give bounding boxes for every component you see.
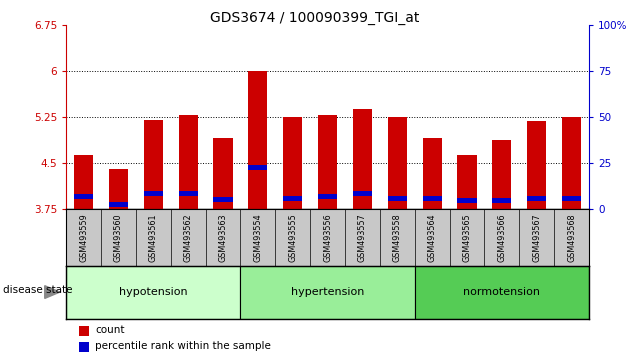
Bar: [214, 197, 232, 202]
Bar: [457, 155, 477, 209]
Bar: [353, 191, 372, 196]
Bar: [527, 121, 546, 209]
Text: normotension: normotension: [464, 287, 541, 297]
Bar: [178, 115, 198, 209]
Text: hypertension: hypertension: [291, 287, 364, 297]
Bar: [109, 202, 128, 207]
Bar: [248, 165, 268, 170]
Bar: [109, 169, 128, 209]
Bar: [241, 266, 415, 319]
Bar: [415, 266, 589, 319]
Text: hypotension: hypotension: [119, 287, 188, 297]
Text: GSM493567: GSM493567: [532, 213, 541, 262]
Bar: [527, 196, 546, 201]
Text: disease state: disease state: [3, 285, 72, 295]
Bar: [248, 71, 268, 209]
Bar: [283, 117, 302, 209]
Text: GSM493560: GSM493560: [114, 213, 123, 262]
Bar: [66, 266, 241, 319]
Text: GSM493565: GSM493565: [462, 213, 471, 262]
Bar: [492, 199, 512, 203]
Bar: [74, 155, 93, 209]
Bar: [283, 196, 302, 201]
Text: GSM493561: GSM493561: [149, 213, 158, 262]
Bar: [214, 138, 232, 209]
Bar: [178, 191, 198, 196]
Bar: [318, 194, 337, 199]
Text: GSM493559: GSM493559: [79, 213, 88, 262]
Bar: [144, 120, 163, 209]
Text: GSM493557: GSM493557: [358, 213, 367, 262]
Bar: [423, 196, 442, 201]
Bar: [74, 194, 93, 199]
Text: count: count: [95, 325, 125, 335]
Bar: [387, 117, 407, 209]
Text: GDS3674 / 100090399_TGI_at: GDS3674 / 100090399_TGI_at: [210, 11, 420, 25]
Bar: [562, 196, 581, 201]
Text: GSM493555: GSM493555: [289, 213, 297, 262]
Text: GSM493562: GSM493562: [184, 213, 193, 262]
Bar: [562, 117, 581, 209]
Bar: [423, 138, 442, 209]
Text: GSM493566: GSM493566: [498, 213, 507, 262]
Text: GSM493556: GSM493556: [323, 213, 332, 262]
Bar: [144, 191, 163, 196]
Bar: [457, 199, 477, 203]
Bar: [318, 115, 337, 209]
Text: GSM493564: GSM493564: [428, 213, 437, 262]
Text: GSM493558: GSM493558: [393, 213, 402, 262]
Text: GSM493568: GSM493568: [567, 213, 576, 262]
Bar: [353, 109, 372, 209]
Bar: [387, 196, 407, 201]
Bar: [492, 139, 512, 209]
Text: GSM493563: GSM493563: [219, 213, 227, 262]
Text: percentile rank within the sample: percentile rank within the sample: [95, 341, 271, 351]
Text: GSM493554: GSM493554: [253, 213, 262, 262]
